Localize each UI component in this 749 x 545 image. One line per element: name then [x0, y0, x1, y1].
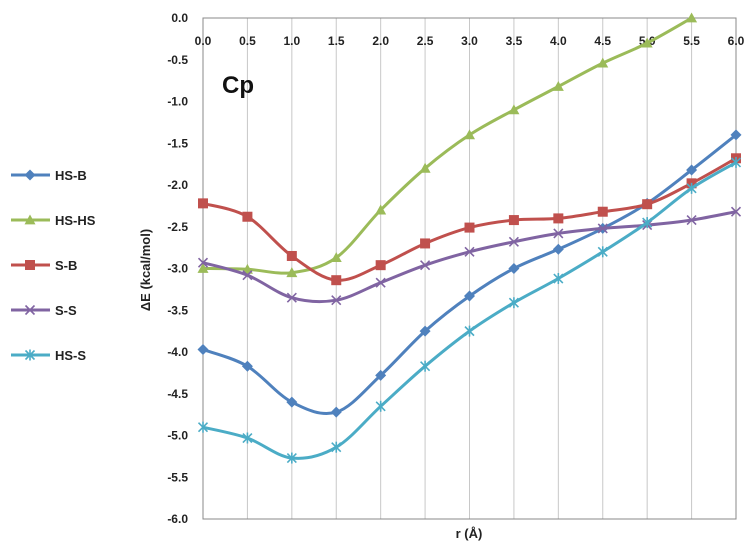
y-axis-title: ΔE (kcal/mol)	[138, 229, 153, 311]
y-axis-ticks: 0.0 -0.5 -1.0 -1.5 -2.0 -2.5 -3.0 -3.5 -4.0 -4.5 -…	[167, 11, 188, 526]
data-point	[331, 407, 342, 418]
data-point	[465, 326, 474, 337]
data-point	[332, 442, 341, 453]
data-point	[376, 260, 386, 270]
x-tick-label: 2.5	[417, 34, 434, 48]
y-tick-label: -4.0	[167, 345, 188, 359]
data-point	[598, 246, 607, 257]
legend-label: HS-S	[55, 348, 86, 363]
x-tick-label: 0.5	[239, 34, 256, 48]
x-tick-label: 0.0	[195, 34, 212, 48]
x-tick-label: 2.0	[372, 34, 389, 48]
legend: HS-B HS-HS S-B S-S HS-S	[11, 168, 96, 363]
y-tick-label: -2.5	[167, 220, 188, 234]
data-point	[465, 223, 475, 233]
data-point	[287, 251, 297, 261]
y-tick-label: -5.5	[167, 470, 188, 484]
data-point	[508, 263, 519, 274]
data-point	[687, 183, 696, 194]
legend-marker	[25, 260, 35, 270]
x-tick-label: 4.0	[550, 34, 567, 48]
data-point	[554, 273, 563, 284]
data-point	[598, 207, 608, 217]
data-point	[198, 344, 209, 355]
x-tick-label: 3.0	[461, 34, 478, 48]
legend-item: HS-B	[11, 168, 87, 183]
legend-marker	[25, 170, 36, 181]
data-point	[420, 238, 430, 248]
y-tick-label: 0.0	[171, 11, 188, 25]
legend-label: S-B	[55, 258, 77, 273]
data-point	[242, 212, 252, 222]
data-point	[421, 361, 430, 372]
data-point	[553, 213, 563, 223]
data-point	[553, 244, 564, 255]
x-tick-label: 3.5	[506, 34, 523, 48]
x-tick-label: 4.5	[594, 34, 611, 48]
x-tick-label: 1.0	[283, 34, 300, 48]
y-tick-label: -3.0	[167, 262, 188, 276]
y-tick-label: -2.0	[167, 178, 188, 192]
legend-item: HS-HS	[11, 213, 96, 228]
y-tick-label: -4.5	[167, 387, 188, 401]
legend-label: HS-HS	[55, 213, 96, 228]
data-point	[331, 275, 341, 285]
y-tick-label: -0.5	[167, 53, 188, 67]
data-point	[376, 401, 385, 412]
data-point	[509, 215, 519, 225]
x-tick-label: 1.5	[328, 34, 345, 48]
legend-label: HS-B	[55, 168, 87, 183]
x-tick-label: 5.5	[683, 34, 700, 48]
legend-label: S-S	[55, 303, 77, 318]
legend-item: S-B	[11, 258, 77, 273]
legend-item: HS-S	[11, 348, 86, 363]
y-tick-label: -3.5	[167, 303, 188, 317]
data-point	[686, 13, 697, 23]
y-tick-label: -1.0	[167, 95, 188, 109]
x-axis-title: r (Å)	[456, 526, 483, 541]
x-tick-label: 6.0	[728, 34, 745, 48]
data-point	[198, 198, 208, 208]
legend-item: S-S	[11, 303, 77, 318]
data-point	[509, 297, 518, 308]
y-tick-label: -5.0	[167, 429, 188, 443]
y-tick-label: -1.5	[167, 136, 188, 150]
panel-label: Cp	[222, 72, 254, 99]
y-tick-label: -6.0	[167, 512, 188, 526]
data-point	[642, 199, 652, 209]
